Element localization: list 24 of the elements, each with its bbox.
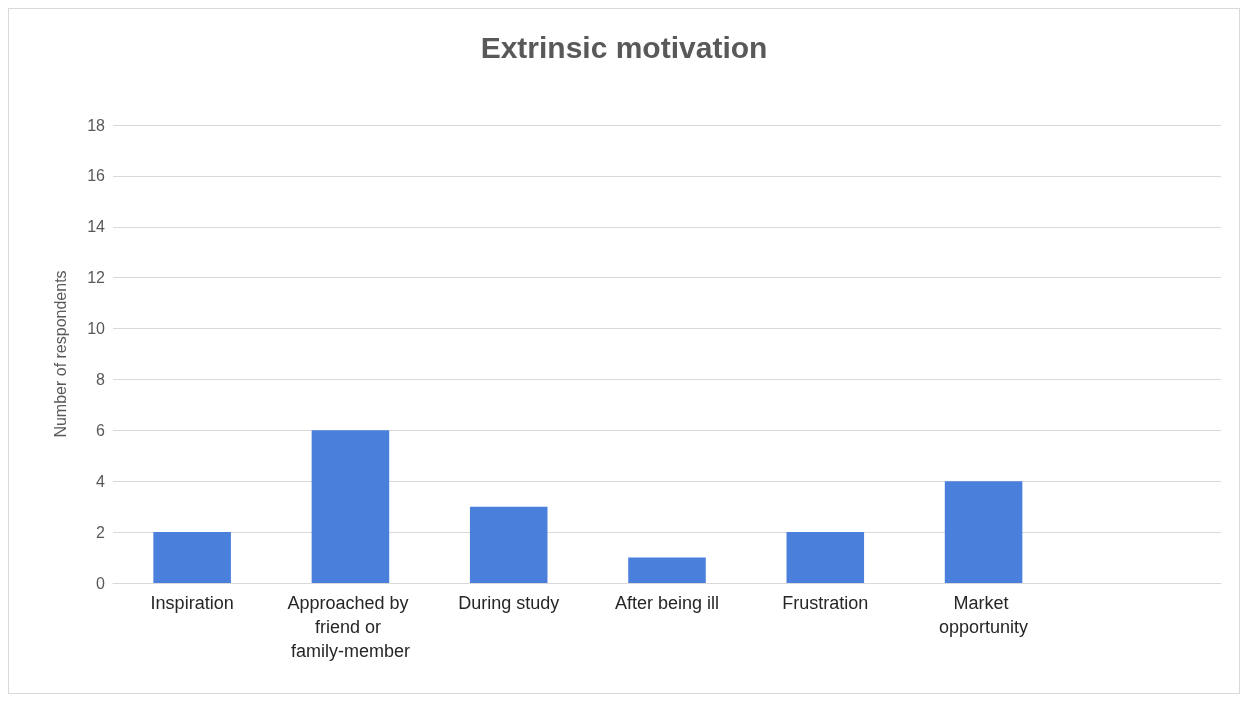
x-tick-label: Market opportunity	[939, 593, 1029, 637]
chart-title: Extrinsic motivation	[480, 30, 768, 64]
x-tick-label: Inspiration	[150, 593, 234, 613]
y-axis-title: Number of respondents	[51, 270, 69, 438]
bar	[311, 430, 390, 583]
x-tick-label: Frustration	[782, 593, 869, 613]
y-tick-label: 6	[96, 421, 106, 439]
y-tick-label: 14	[87, 218, 106, 236]
bar	[153, 532, 231, 583]
x-tick-label: During study	[458, 593, 560, 613]
y-tick-label: 12	[87, 269, 106, 287]
y-tick-label: 0	[96, 574, 106, 592]
bar	[786, 532, 865, 583]
bar	[944, 481, 1023, 583]
y-tick-label: 16	[87, 167, 106, 185]
bar	[469, 506, 548, 583]
y-tick-label: 18	[87, 116, 106, 134]
y-tick-label: 10	[87, 320, 106, 338]
y-tick-label: 2	[96, 523, 106, 541]
bar	[628, 557, 706, 583]
y-tick-label: 4	[96, 472, 106, 490]
y-tick-label: 8	[96, 370, 106, 388]
x-tick-label: Approached by friend or family-member	[287, 593, 414, 661]
x-tick-label: After being ill	[614, 593, 720, 613]
